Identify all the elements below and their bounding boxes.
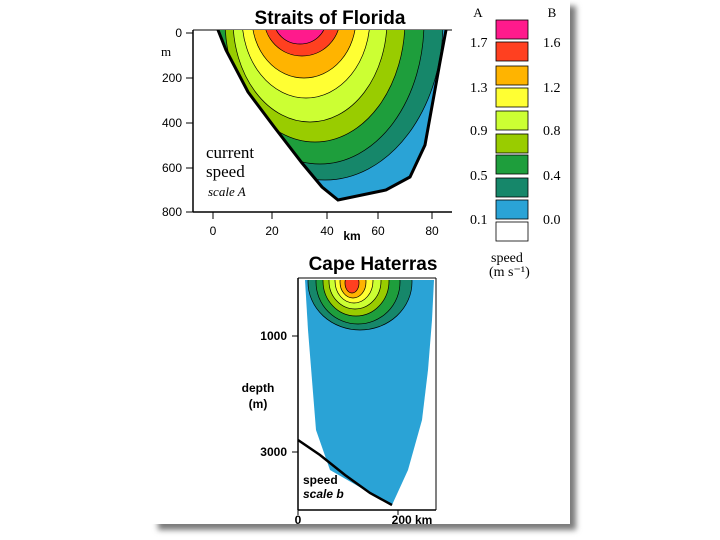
legend-swatch-2 <box>495 41 529 62</box>
figure-b-title: Cape Haterras <box>309 254 438 275</box>
figure-a-x-tick-0: 0 <box>210 224 217 238</box>
figure-a-x-tick-60: 60 <box>371 224 385 238</box>
figure-b-x-tick-200: 200 km <box>392 513 433 527</box>
figure-a-label-speed: speed <box>206 162 245 181</box>
legend-swatch-3 <box>495 65 529 86</box>
figure-b-x-tick-0: 0 <box>295 513 302 527</box>
figure-a-x-tick-20: 20 <box>265 224 279 238</box>
figure-b-y-tick-3000: 3000 <box>260 445 287 459</box>
figure-a-seafloor <box>216 29 448 202</box>
legend-header-a: A <box>473 5 483 20</box>
figure-a-label-scale: scale A <box>208 184 246 199</box>
figure-a-y-unit: m <box>161 44 171 59</box>
legend-b-1.2: 1.2 <box>543 81 561 96</box>
contour-band-1.2 <box>251 30 357 79</box>
figure-a: Straits of Florida 0 200 400 600 800 m 0 <box>161 8 452 243</box>
legend-swatch-5 <box>495 110 529 131</box>
figure-a-title: Straits of Florida <box>255 8 406 29</box>
legend-a-0.1: 0.1 <box>470 213 488 228</box>
figure-a-y-tick-800: 800 <box>162 205 182 219</box>
legend-swatch-6 <box>495 133 529 154</box>
figure-a-x-unit: km <box>343 229 360 243</box>
contour-band-1.6 <box>273 30 327 45</box>
figure-b-y-tick-1000: 1000 <box>260 329 287 343</box>
legend-caption-unit: (m s⁻¹) <box>489 265 530 280</box>
legend-b-1.6: 1.6 <box>543 36 561 51</box>
figure-b-y-title-depth: depth <box>242 381 275 395</box>
figure-b-label-speed: speed <box>303 473 338 487</box>
contour-b-band-1.6a <box>344 280 360 294</box>
legend-a-0.9: 0.9 <box>470 124 488 139</box>
figure-b-seafloor <box>297 438 393 507</box>
figure-a-label-current: current <box>206 143 254 162</box>
legend-caption-speed: speed <box>491 251 523 266</box>
figure-a-y-tick-600: 600 <box>162 161 182 175</box>
figure-a-contours <box>218 30 446 200</box>
legend-a-1.7: 1.7 <box>470 36 488 51</box>
figure-a-y-tick-200: 200 <box>162 71 182 85</box>
legend-b-0.4: 0.4 <box>543 169 561 184</box>
figure-b: Cape Haterras 1000 3000 depth (m) 0 200 … <box>242 254 438 527</box>
legend-swatch-9 <box>495 199 529 220</box>
legend-swatch-7 <box>495 154 529 175</box>
legend-a-1.3: 1.3 <box>470 81 488 96</box>
figure-a-y-tick-400: 400 <box>162 116 182 130</box>
legend-b-0.8: 0.8 <box>543 124 561 139</box>
legend-swatch-4 <box>495 87 529 108</box>
legend-swatch-8 <box>495 177 529 198</box>
legend-b-0.0: 0.0 <box>543 213 561 228</box>
figure-b-contours <box>305 280 434 505</box>
legend-header-b: B <box>548 5 557 20</box>
legend-a-0.5: 0.5 <box>470 169 488 184</box>
figure-b-label-scale: scale b <box>303 487 344 501</box>
legend-swatch-1 <box>495 19 529 40</box>
figure-a-x-tick-80: 80 <box>425 224 439 238</box>
legend-swatch-10 <box>495 221 529 242</box>
figure-a-y-tick-0: 0 <box>175 26 182 40</box>
legend: A B 1.7 1.3 0.9 0.5 0.1 1.6 1.2 0.8 0.4 … <box>470 5 561 280</box>
figure-a-x-tick-40: 40 <box>320 224 334 238</box>
figure-b-y-title-unit: (m) <box>249 397 268 411</box>
